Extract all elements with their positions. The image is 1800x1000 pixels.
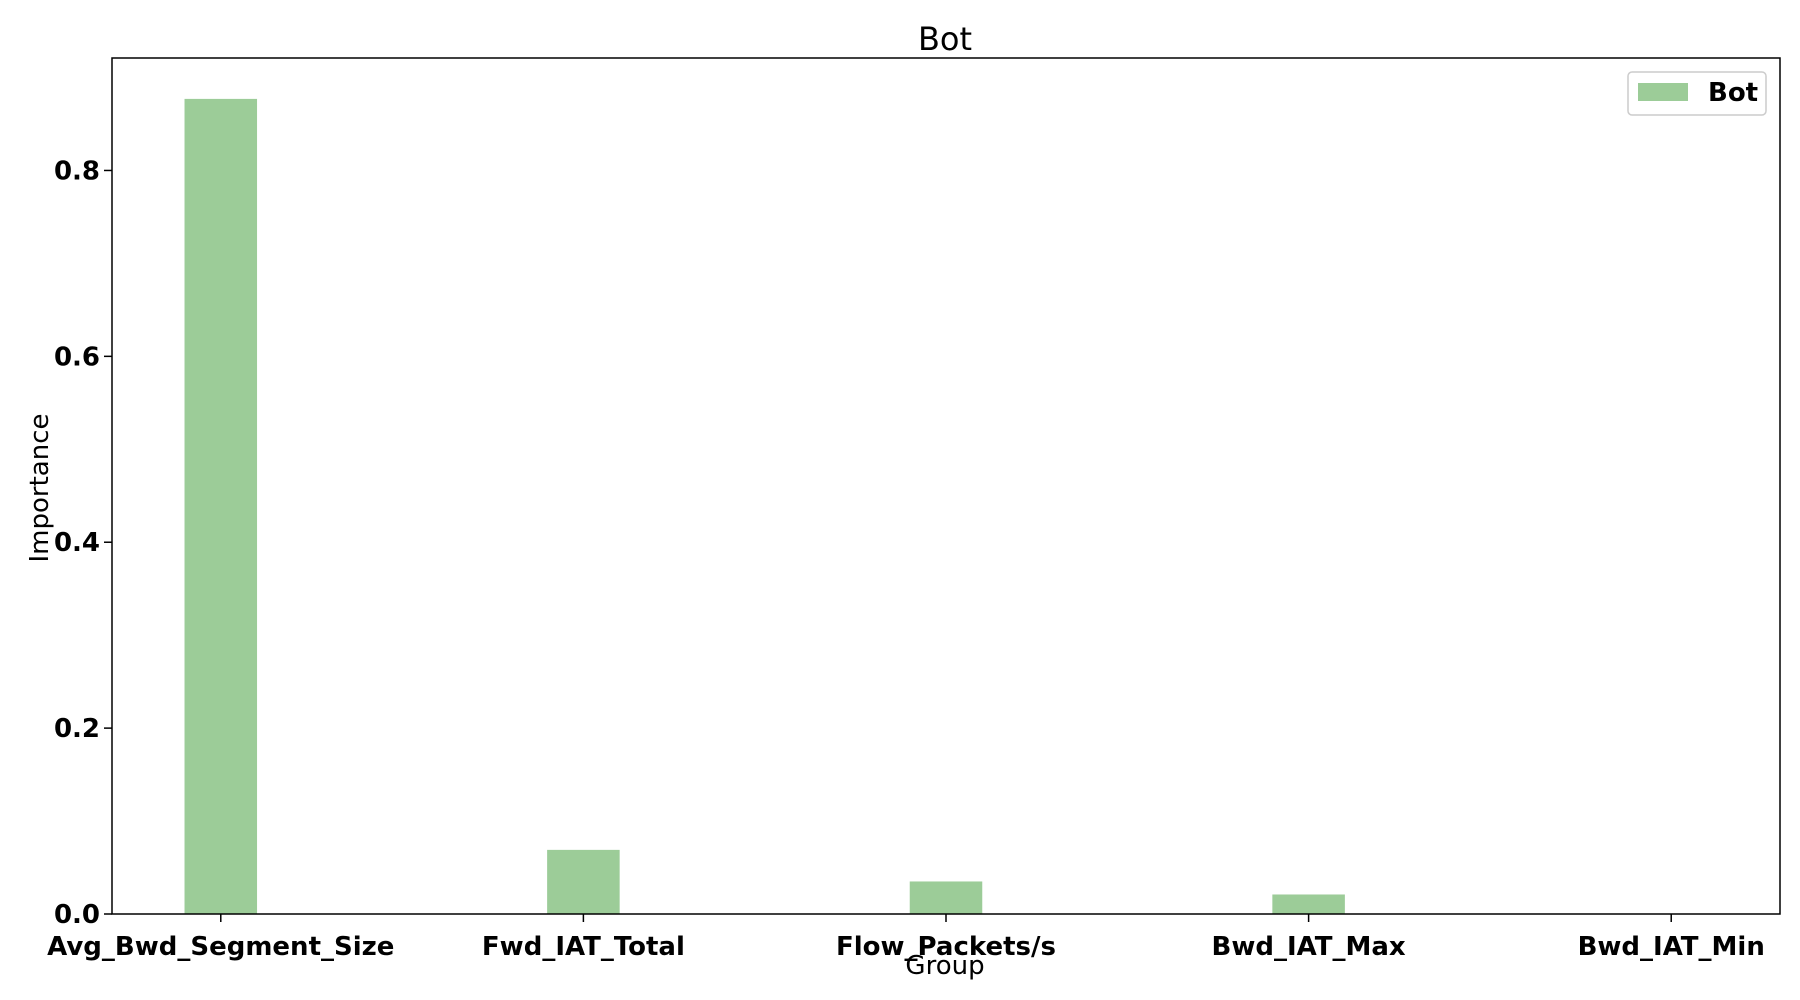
x-tick-label: Avg_Bwd_Segment_Size [47, 932, 394, 962]
y-tick-label: 0.8 [54, 156, 100, 186]
x-tick-label: Bwd_IAT_Max [1212, 932, 1406, 962]
chart-title: Bot [918, 20, 972, 58]
bars-layer [184, 98, 1345, 915]
y-tick-label: 0.0 [54, 900, 100, 930]
x-ticks: Avg_Bwd_Segment_Size Fwd_IAT_Total Flow_Pa… [47, 914, 1765, 962]
y-ticks: 0.0 0.2 0.4 0.6 0.8 [54, 156, 112, 930]
x-axis-label: Group [905, 951, 984, 981]
legend-label: Bot [1708, 78, 1758, 108]
legend: Bot [1627, 71, 1767, 116]
bar-flow-packets-s [909, 881, 983, 914]
legend-box [1627, 71, 1767, 116]
y-tick-label: 0.2 [54, 714, 100, 744]
bar-bwd-iat-max [1272, 894, 1345, 914]
y-tick-label: 0.4 [54, 528, 100, 558]
bar-avg-bwd-segment-size [184, 98, 258, 915]
y-tick-label: 0.6 [54, 342, 100, 372]
legend-swatch [1638, 83, 1688, 101]
plot-area-frame [111, 57, 1781, 915]
x-tick-label: Bwd_IAT_Min [1578, 932, 1765, 962]
x-tick-label: Fwd_IAT_Total [482, 932, 685, 962]
bar-fwd-iat-total [547, 849, 620, 914]
x-tick-label: Flow_Packets/s [836, 932, 1056, 962]
y-axis-label: Importance [25, 414, 55, 563]
